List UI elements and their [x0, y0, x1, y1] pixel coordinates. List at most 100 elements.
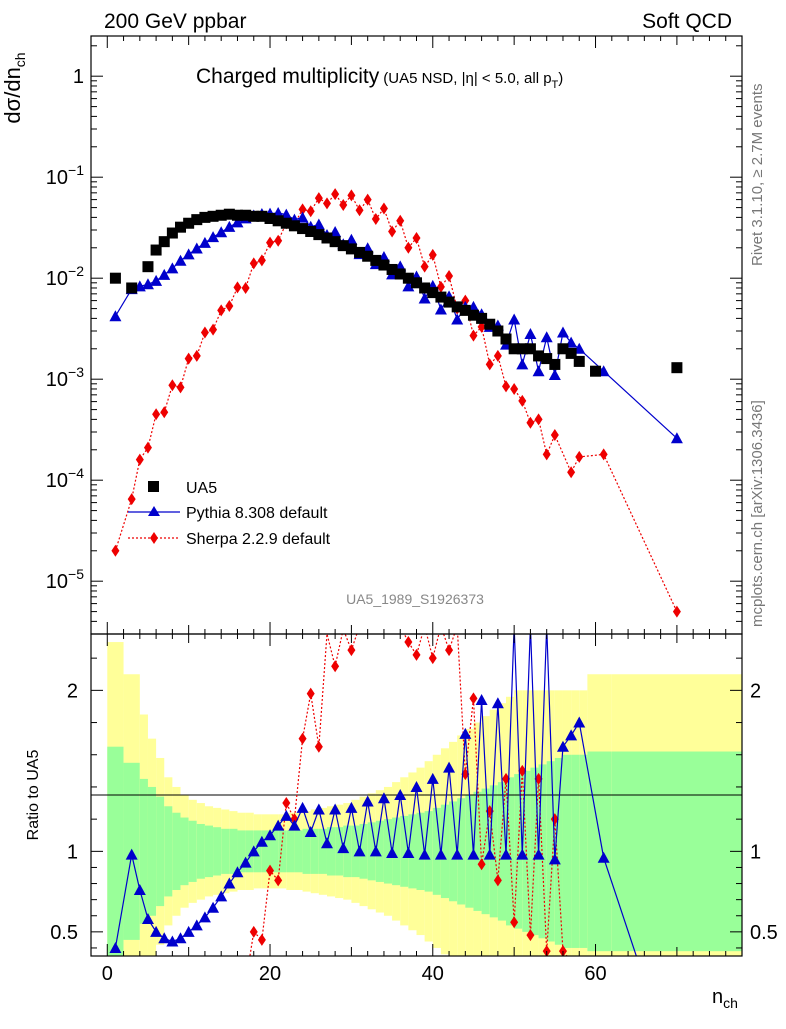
ratio-uncertainty-bands — [107, 642, 742, 956]
ua5-point — [419, 282, 431, 294]
ua5-point — [671, 362, 683, 374]
sherpa-point — [404, 241, 413, 254]
sherpa-point — [200, 326, 209, 339]
main-y-tick-label: 10−3 — [46, 364, 84, 391]
ua5-point — [158, 236, 170, 248]
inner-band-bin — [359, 823, 368, 879]
inner-band-bin — [424, 811, 433, 892]
ratio-panel: 0.5 0.5 1 1 2 2 0 20 40 60 Ratio to UA5 nch — [25, 633, 778, 1011]
ua5-point — [362, 250, 374, 262]
sherpa-ratio-point — [331, 660, 340, 673]
sherpa-point — [526, 416, 535, 429]
ua5-point — [533, 350, 545, 362]
ua5-point — [435, 291, 447, 303]
pythia-ratio-point — [451, 848, 464, 860]
pythia-ratio-point — [597, 851, 610, 863]
ratio-y-tick-label-right: 1 — [750, 841, 761, 863]
inner-band-bin — [302, 828, 311, 874]
sherpa-ratio-point — [266, 864, 275, 877]
main-y-tick-label: 10−1 — [46, 162, 84, 189]
legend-marker-sherpa — [150, 532, 158, 544]
pythia-ratio-point — [141, 912, 154, 924]
pythia-ratio-point — [109, 941, 122, 953]
sherpa-ratio-point — [314, 740, 323, 753]
sherpa-point — [306, 205, 315, 218]
pythia-ratio-point — [491, 697, 504, 709]
inner-band-bin — [587, 751, 612, 952]
sherpa-point — [542, 448, 551, 461]
inner-band-bin — [571, 754, 580, 948]
ua5-point — [280, 217, 292, 229]
analysis-id: UA5_1989_S1926373 — [346, 591, 484, 607]
pythia-point — [182, 248, 195, 260]
pythia-ratio-point — [337, 842, 350, 854]
inner-band-bin — [538, 764, 547, 939]
sherpa-ratio-point — [510, 916, 519, 929]
inner-band-bin — [156, 796, 165, 907]
pythia-point — [207, 231, 220, 243]
pythia-point — [141, 278, 154, 290]
legend-marker-pythia — [148, 506, 160, 516]
pythia-ratio-point — [312, 803, 325, 815]
sherpa-point — [331, 188, 340, 201]
pythia-point — [418, 292, 431, 304]
pythia-ratio-point — [386, 846, 399, 858]
ua5-point — [565, 347, 577, 359]
pythia-ratio-point — [280, 809, 293, 821]
ratio-y-tick-labels: 0.5 0.5 1 1 2 2 — [50, 680, 778, 944]
pythia-ratio-point — [255, 835, 268, 847]
pythia-ratio-point — [369, 845, 382, 857]
rivet-label: Rivet 3.1.10, ≥ 2.7M events — [749, 84, 766, 267]
sherpa-ratio-point — [249, 925, 258, 938]
ua5-point — [402, 272, 414, 284]
sherpa-point — [111, 544, 120, 557]
sherpa-ratio-point — [404, 636, 413, 649]
chart-title: Charged multiplicity (UA5 NSD, |η| < 5.0,… — [196, 65, 563, 91]
x-tick-label: 0 — [102, 963, 113, 985]
sherpa-point — [322, 197, 331, 210]
ua5-point — [427, 287, 439, 299]
inner-band-bin — [489, 785, 498, 918]
pythia-ratio-point — [565, 729, 578, 741]
pythia-ratio-point — [361, 795, 374, 807]
pythia-ratio-point — [345, 801, 358, 813]
sherpa-point — [672, 605, 681, 618]
sherpa-point — [567, 466, 576, 479]
pythia-ratio-series — [109, 634, 637, 956]
sherpa-ratio-series — [249, 634, 568, 956]
sherpa-point — [599, 448, 608, 461]
pythia-point — [166, 262, 179, 274]
pythia-point — [198, 236, 211, 248]
main-y-axis-title: dσ/dnch — [0, 52, 28, 123]
inner-band-bin — [457, 798, 466, 905]
inner-band-bin — [310, 828, 319, 874]
ua5-point — [199, 211, 211, 223]
sherpa-ratio-point — [469, 692, 478, 705]
inner-band-bin — [611, 751, 742, 952]
main-y-tick-label: 1 — [73, 66, 84, 88]
pythia-point — [451, 313, 464, 325]
ua5-point — [305, 225, 317, 237]
inner-band-bin — [318, 828, 327, 874]
main-y-tick-labels: 1 10−1 10−2 10−3 10−4 10−5 — [46, 66, 84, 593]
inner-band-bin — [245, 830, 254, 873]
inner-band-bin — [392, 817, 401, 886]
ua5-point — [557, 343, 569, 355]
ua5-point — [126, 282, 138, 294]
legend-label-sherpa: Sherpa 2.2.9 default — [186, 531, 331, 548]
x-tick-label: 60 — [584, 963, 606, 985]
pythia-ratio-point — [320, 837, 333, 849]
pythia-ratio-point — [166, 935, 179, 947]
ua5-point — [476, 312, 488, 324]
ua5-point — [215, 209, 227, 221]
pythia-ratio-point — [223, 877, 236, 889]
ua5-point — [467, 309, 479, 321]
pythia-ratio-point — [174, 932, 187, 944]
x-tick-label: 40 — [422, 963, 444, 985]
inner-band-bin — [440, 804, 450, 899]
sherpa-ratio-point — [298, 732, 307, 745]
sherpa-point — [502, 380, 511, 393]
pythia-point — [190, 242, 203, 254]
ua5-point — [516, 343, 528, 355]
pythia-ratio-point — [150, 925, 163, 937]
